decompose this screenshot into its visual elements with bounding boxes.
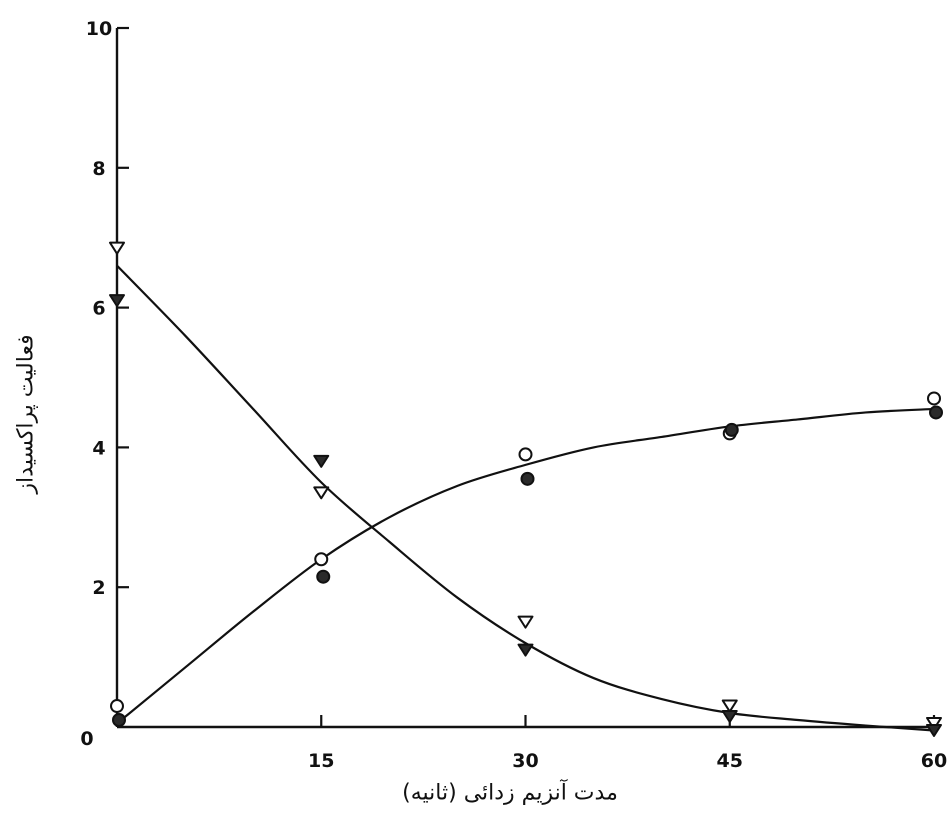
open-triangle-point xyxy=(313,486,330,500)
fit-curves xyxy=(116,264,935,732)
open-circle-point xyxy=(927,391,941,406)
open-triangle-point xyxy=(517,615,534,629)
filled-triangle-point xyxy=(109,294,125,308)
open-circle-point xyxy=(518,447,533,462)
data-points xyxy=(109,241,943,737)
y-tick-label: 6 xyxy=(92,298,105,320)
filled-circle-point xyxy=(724,422,739,437)
open-triangle-point xyxy=(721,699,738,713)
open-circle-point xyxy=(314,552,329,567)
filled-circle-point xyxy=(929,405,943,420)
fit-curve-1 xyxy=(116,407,935,725)
y-axis-label: فعالیت پراکسیداز xyxy=(13,334,39,494)
x-tick-label: 60 xyxy=(921,750,947,772)
open-triangle-point xyxy=(926,717,942,731)
filled-triangle-point xyxy=(313,454,330,468)
filled-circle-point xyxy=(316,569,331,584)
origin-tick-label: 0 xyxy=(80,728,93,750)
y-tick-label: 4 xyxy=(92,437,105,459)
filled-circle-point xyxy=(520,471,535,486)
y-tick-label: 2 xyxy=(92,577,105,599)
filled-triangle-point xyxy=(517,643,534,657)
open-triangle-point xyxy=(109,241,125,255)
filled-triangle-point xyxy=(721,710,738,724)
x-tick-label: 45 xyxy=(717,750,743,772)
axes: 0 2 4 6 8 10 15 30 45 60 xyxy=(80,18,947,772)
y-tick-label: 10 xyxy=(86,18,112,40)
y-tick-label: 8 xyxy=(92,158,105,180)
filled-circle-point xyxy=(112,713,126,728)
open-circle-point xyxy=(110,699,124,714)
filled-triangle-point xyxy=(926,723,942,737)
x-tick-label: 15 xyxy=(308,750,334,772)
x-tick-label: 30 xyxy=(512,750,538,772)
x-axis-label: مدت آنزیم زدائی (ثانیه) xyxy=(402,780,618,806)
fit-curve-2 xyxy=(116,264,935,732)
